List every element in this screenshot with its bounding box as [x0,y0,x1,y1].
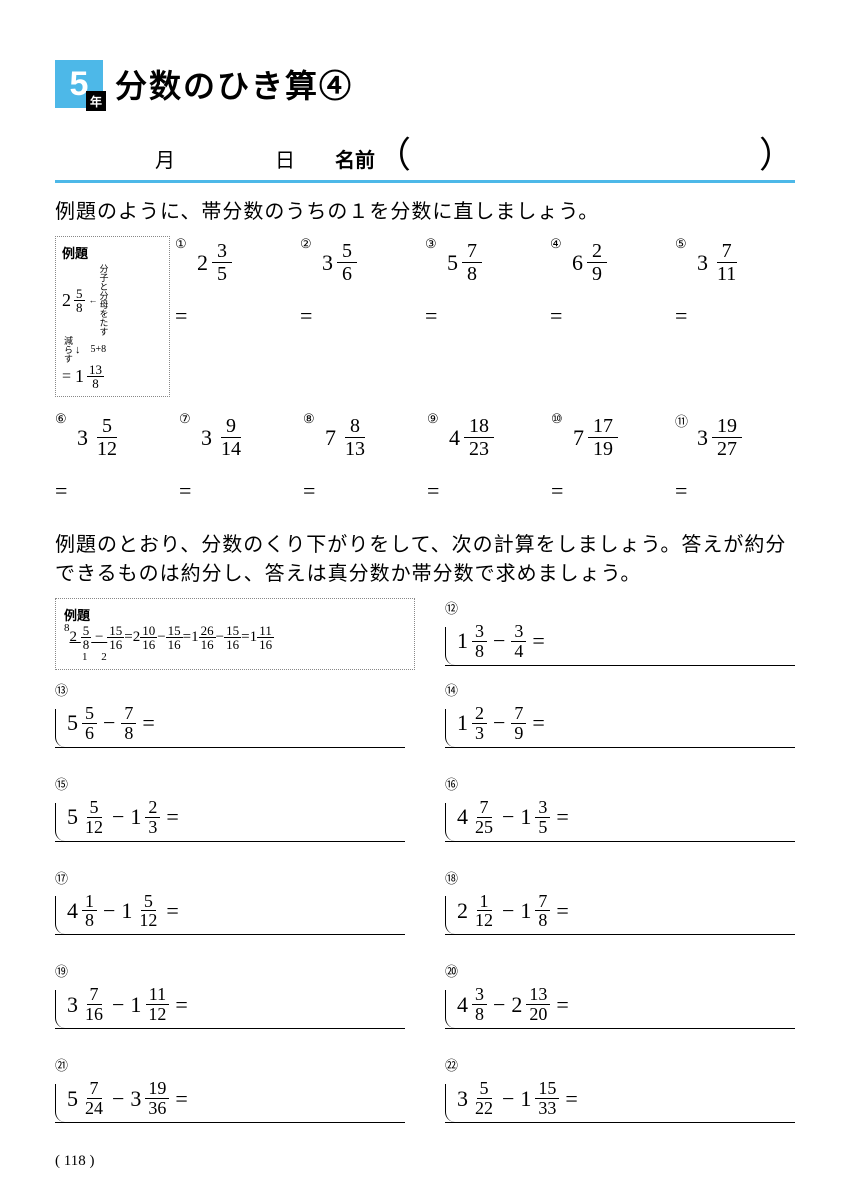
instruction-2: 例題のとおり、分数のくり下がりをして、次の計算をしましょう。答えが約分できるもの… [55,528,795,586]
paren-right: ） [759,126,795,178]
section-1-row-2: ⑥3512=⑦3914=⑧7813=⑨41823=⑩71719=⑪31927= [55,411,795,504]
subtraction-problem: ⑯ 4 725 − 1 35 = [445,774,795,842]
subtraction-problem: ⑮ 5 512 − 1 23 = [55,774,405,842]
example-box-1: 例題 2 5 8 ← 分子と分母をたす 減らす ↓ 5+8 = 1 13 8 [55,236,170,397]
problem: ⑨41823= [427,411,547,504]
ex-frac-1: 5 8 [74,287,85,314]
subtraction-problem: ⑭ 1 23 − 79 = [445,680,795,748]
subtraction-problem: ⑬ 5 56 − 78 = [55,680,405,748]
instruction-1: 例題のように、帯分数のうちの１を分数に直しましょう。 [55,195,795,224]
page-title: 分数のひき算④ [115,61,353,107]
problem: ③578= [425,236,540,397]
subtraction-problem: ⑳ 4 38 − 2 1320 = [445,961,795,1029]
problem: ⑥3512= [55,411,175,504]
problem: ②356= [300,236,415,397]
ex-calc: 5+8 [91,344,107,355]
page-number: ( 118 ) [55,1153,94,1170]
problem: ⑤3711= [675,236,790,397]
section-2: 例題のとおり、分数のくり下がりをして、次の計算をしましょう。答えが約分できるもの… [55,528,795,1123]
worksheet-header: 5 年 分数のひき算④ [55,60,795,108]
problem: ⑦3914= [179,411,299,504]
example-label: 例題 [62,243,163,262]
subtraction-problem: ㉑ 5 724 − 3 1936 = [55,1055,405,1123]
subtraction-problem: ⑲ 3 716 − 1 1112 = [55,961,405,1029]
note-2: 分子と分母をたす [98,264,111,336]
note-1: 減らす [62,336,75,363]
paren-left: （ [375,126,411,178]
example-box-2: 例題 8 2 58 − 1516 = 2 1016 − 1516 = 1 261… [55,598,415,670]
problem: ④629= [550,236,665,397]
problem: ①235= [175,236,290,397]
info-bar: 月 日 名前 （ ） [55,126,795,183]
ex-whole-1: 2 [62,290,71,311]
ex-whole-2: 1 [75,366,84,387]
subtraction-problem: ⑱ 2 112 − 1 78 = [445,868,795,936]
day-label: 日 [175,144,295,173]
problem: ⑧7813= [303,411,423,504]
subtraction-problem: ㉒ 3 522 − 1 1533 = [445,1055,795,1123]
grade-badge: 5 年 [55,60,103,108]
ex-frac-2: 13 8 [87,363,104,390]
subtraction-problem: ⑰ 4 18 − 1 512 = [55,868,405,936]
section-1-row-1: 例題 2 5 8 ← 分子と分母をたす 減らす ↓ 5+8 = 1 13 8 ①… [55,236,795,397]
year-label: 年 [86,91,106,111]
name-label: 名前 [335,144,375,173]
problem: ⑪31927= [675,411,795,504]
subtraction-problem: ⑫ 1 38 − 34 = [445,598,795,666]
example-2-label: 例題 [64,605,406,624]
month-label: 月 [55,144,175,173]
problem: ⑩71719= [551,411,671,504]
